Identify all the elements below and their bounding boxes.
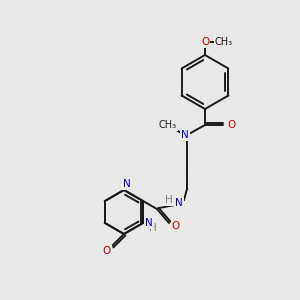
- Text: H: H: [165, 195, 173, 205]
- Text: N: N: [145, 218, 153, 228]
- Text: O: O: [201, 37, 209, 47]
- Text: O: O: [227, 120, 235, 130]
- Text: N: N: [181, 130, 189, 140]
- Text: O: O: [103, 246, 111, 256]
- Text: N: N: [175, 198, 183, 208]
- Text: N: N: [123, 179, 131, 189]
- Text: CH₃: CH₃: [159, 120, 177, 130]
- Text: H: H: [149, 223, 157, 233]
- Text: O: O: [172, 221, 180, 231]
- Text: CH₃: CH₃: [215, 37, 233, 47]
